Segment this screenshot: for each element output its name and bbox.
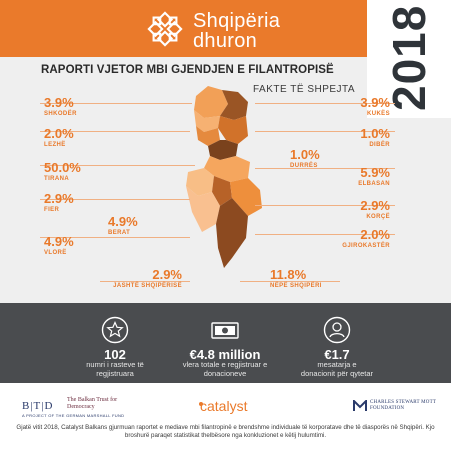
footer [0, 423, 451, 451]
stats-panel [0, 57, 367, 303]
leader-line [240, 281, 340, 282]
leader-line [255, 103, 395, 104]
stat-percent: 3.9% [360, 95, 390, 110]
summary-cases: 102 numri i rasteve të regjistruara [40, 303, 190, 383]
stat-percent: 2.9% [44, 191, 74, 206]
summary-band [0, 303, 451, 383]
stat-shkoder: 3.9% SHKODËR [44, 96, 77, 118]
stat-tirana: 50.0% TIRANA [44, 161, 81, 183]
brand-name-line1: Shqipëria [193, 10, 281, 32]
stat-label: KORÇË [366, 214, 390, 220]
stat-label: VLORË [44, 250, 67, 256]
mott-logo-icon [353, 400, 367, 411]
stat-label: TIRANA [44, 176, 70, 182]
region-kukes [220, 90, 248, 120]
summary-desc: vlera totale e regjistruar e donacioneve [182, 360, 268, 378]
page-subtitle: FAKTE TË SHPEJTA [253, 84, 356, 95]
summary-desc: mesatarja e donacionit për qytetar [300, 360, 374, 378]
stat-percent: 2.9% [360, 198, 390, 213]
stat-percent: 4.9% [108, 214, 138, 229]
stat-percent: 2.9% [152, 267, 182, 282]
summary-value: €4.8 million [189, 347, 261, 362]
stat-percent: 50.0% [44, 160, 81, 175]
stat-label: DIBËR [369, 142, 390, 148]
stat-percent: 5.9% [360, 165, 390, 180]
stat-label: JASHTË SHQIPËRISË [113, 283, 182, 289]
header-banner [0, 0, 367, 57]
region-vlore [186, 186, 220, 232]
stat-fier: 2.9% FIER [44, 192, 74, 214]
catalyst-dot-icon [199, 402, 203, 406]
summary-desc: numri i rasteve të regjistruara [86, 360, 144, 378]
region-tirana [208, 140, 238, 160]
stat-nationwide: 11.8% NËPË SHQIPËRI [270, 268, 322, 290]
leader-line [40, 237, 190, 238]
stat-elbasan: 5.9% ELBASAN [330, 166, 390, 188]
region-diber [218, 116, 248, 144]
stat-label: KUKËS [366, 111, 390, 117]
albania-region-map [186, 86, 262, 268]
stat-diber: 1.0% DIBËR [330, 127, 390, 149]
region-fier [186, 168, 214, 196]
stat-label: NËPË SHQIPËRI [270, 283, 322, 289]
stat-percent: 1.0% [360, 126, 390, 141]
stat-gjirokaster: 2.0% GJIROKASTËR [320, 228, 390, 250]
catalyst-logo: catalyst [200, 398, 248, 414]
stat-label: BERAT [108, 230, 131, 236]
stat-durres: 1.0% DURRËS [290, 148, 320, 170]
leader-line [255, 234, 395, 235]
region-durres [196, 126, 220, 146]
region-shkoder [194, 86, 228, 118]
leader-line [255, 168, 395, 169]
person-icon [323, 316, 351, 344]
stat-label: ELBASAN [358, 181, 390, 187]
btd-logo-name: The Balkan Trust for Democracy [67, 397, 118, 410]
mott-logo-name: CHARLES STEWART MOTT FOUNDATION [370, 400, 437, 411]
region-gjirokaster [216, 198, 248, 268]
stat-vlore: 4.9% VLORË [44, 235, 74, 257]
stat-percent: 2.0% [44, 126, 74, 141]
stat-abroad: 2.9% JASHTË SHQIPËRISË [96, 268, 182, 290]
summary-value: €1.7 [324, 347, 350, 362]
leader-line [40, 165, 195, 166]
stat-percent: 1.0% [290, 147, 320, 162]
stat-korce: 2.9% KORÇË [330, 199, 390, 221]
summary-total: €4.8 million vlera totale e regjistruar … [150, 303, 300, 383]
footer-text: Gjatë vitit 2018, Catalyst Balkans gjurm… [16, 424, 435, 439]
flower-logo-icon [147, 11, 183, 47]
stat-kukes: 3.9% KUKËS [330, 96, 390, 118]
region-lezhe [194, 110, 220, 132]
stat-label: LEZHË [44, 142, 66, 148]
stat-berat: 4.9% BERAT [108, 215, 138, 237]
region-korce [230, 178, 262, 216]
leader-line [40, 103, 192, 104]
leader-line [255, 205, 395, 206]
year-panel [367, 0, 451, 118]
stat-label: SHKODËR [44, 111, 77, 117]
btd-logo-mark: B|T|D [22, 400, 54, 412]
stats-panel-right [367, 118, 451, 303]
region-berat [212, 176, 232, 206]
leader-line [100, 281, 190, 282]
star-icon [101, 316, 129, 344]
summary-value: 102 [104, 347, 126, 362]
page-title: RAPORTI VJETOR MBI GJENDJEN E FILANTROPI… [41, 64, 334, 76]
leader-line [40, 199, 190, 200]
stat-percent: 11.8% [270, 267, 307, 282]
stat-label: FIER [44, 207, 60, 213]
leader-line [40, 131, 190, 132]
region-elbasan [204, 156, 250, 182]
stat-label: DURRËS [290, 163, 318, 169]
stat-percent: 2.0% [360, 227, 390, 242]
stat-label: GJIROKASTËR [342, 243, 390, 249]
partner-logos [0, 383, 451, 423]
brand-name-line2: dhuron [193, 30, 258, 52]
stat-percent: 4.9% [44, 234, 74, 249]
stat-lezhe: 2.0% LEZHË [44, 127, 74, 149]
leader-line [255, 131, 395, 132]
btd-logo-subtitle: A PROJECT OF THE GERMAN MARSHALL FUND [22, 413, 125, 418]
banknote-icon [211, 322, 239, 339]
summary-average: €1.7 mesatarja e donacionit për qytetar [262, 303, 412, 383]
stat-percent: 3.9% [44, 95, 74, 110]
